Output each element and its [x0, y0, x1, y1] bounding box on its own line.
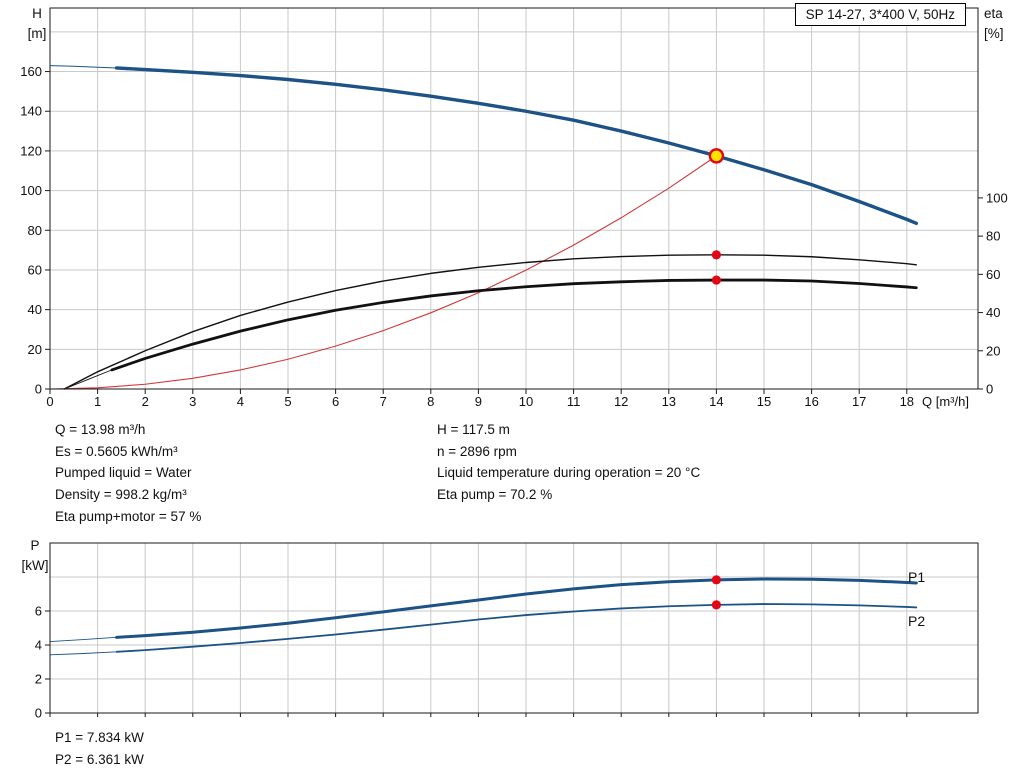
- tick-label: 100: [986, 190, 1008, 205]
- h-axis-label-line2: [m]: [27, 26, 47, 41]
- annotation-n: n = 2896 rpm: [437, 443, 517, 459]
- tick-label: 4: [35, 638, 42, 653]
- tick-label: 16: [804, 394, 818, 409]
- tick-label: 60: [28, 262, 42, 277]
- tick-label: 160: [20, 64, 42, 79]
- tick-label: 80: [28, 223, 42, 238]
- tick-label: 8: [427, 394, 434, 409]
- tick-label: 0: [46, 394, 53, 409]
- duty-point-marker: [708, 148, 725, 164]
- p2-marker: [711, 600, 722, 610]
- tick-label: 0: [35, 706, 42, 721]
- tick-label: 9: [475, 394, 482, 409]
- tick-label: 13: [662, 394, 676, 409]
- duty-annotations-right: H = 117.5 m n = 2896 rpm Liquid temperat…: [437, 419, 700, 506]
- eta-pump-motor-lead: [63, 369, 113, 390]
- eta-axis-label-line1: eta: [984, 6, 1003, 21]
- tick-label: 0: [35, 382, 42, 397]
- h-axis-label: H [m]: [22, 4, 52, 44]
- tick-label: 80: [986, 229, 1000, 244]
- duty-annotations-left: Q = 13.98 m³/h Es = 0.5605 kWh/m³ Pumped…: [55, 419, 201, 528]
- plot-border: [49, 542, 979, 714]
- annotation-density: Density = 998.2 kg/m³: [55, 487, 187, 503]
- tick-label: 14: [709, 394, 723, 409]
- p2-curve-lead: [49, 651, 118, 656]
- power-readout-p1: P1 = 7.834 kW: [55, 730, 144, 745]
- p-axis-label-line1: P: [30, 538, 40, 553]
- tick-label: 6: [35, 604, 42, 619]
- pump-curve-lead: [49, 65, 118, 69]
- series-label-p2: P2: [908, 613, 925, 629]
- tick-label: 140: [20, 104, 42, 119]
- tick-label: 7: [380, 394, 387, 409]
- tick-label: 40: [28, 302, 42, 317]
- p1-curve: [115, 577, 918, 639]
- tick-label: 12: [614, 394, 628, 409]
- annotation-eta-pump: Eta pump = 70.2 %: [437, 487, 553, 503]
- tick-label: 6: [332, 394, 339, 409]
- pump-curve: [114, 66, 919, 226]
- power-readout: P1 = 7.834 kW P2 = 6.361 kW: [55, 727, 144, 770]
- series-label-p1: P1: [908, 569, 925, 585]
- p2-curve: [115, 603, 918, 653]
- pq-chart: 0 2 4 6 P1 P2: [35, 542, 979, 721]
- tick-label: 3: [189, 394, 196, 409]
- system-curve: [49, 155, 717, 390]
- tick-label: 5: [284, 394, 291, 409]
- power-readout-p2: P2 = 6.361 kW: [55, 751, 144, 767]
- tick-label: 20: [28, 342, 42, 357]
- tick-label: 2: [142, 394, 149, 409]
- tick-label: 2: [35, 672, 42, 687]
- tick-label: 15: [757, 394, 771, 409]
- tick-label: 17: [852, 394, 866, 409]
- annotation-es: Es = 0.5605 kWh/m³: [55, 443, 178, 459]
- hq-chart: 0 1 2 3 4 5 6 7 8 9 10 11 12 13 14 15 16 17 18020406080100…: [20, 7, 1008, 409]
- tick-label: 4: [237, 394, 244, 409]
- tick-label: 60: [986, 267, 1000, 282]
- tick-label: 18: [900, 394, 914, 409]
- eta-pump-marker: [711, 250, 722, 260]
- tick-label: 100: [20, 183, 42, 198]
- eta-axis-label: eta [%]: [984, 4, 1020, 44]
- p1-marker: [711, 575, 722, 585]
- eta-pump-curve: [63, 254, 918, 390]
- annotation-liquid: Pumped liquid = Water: [55, 465, 192, 481]
- p-axis-label-line2: [kW]: [21, 558, 49, 573]
- annotation-q: Q = 13.98 m³/h: [55, 422, 146, 437]
- tick-label: 40: [986, 305, 1000, 320]
- tick-label: 1: [94, 394, 101, 409]
- eta-pump-motor-marker: [711, 275, 722, 285]
- annotation-temperature: Liquid temperature during operation = 20…: [437, 465, 701, 481]
- tick-label: 10: [519, 394, 533, 409]
- eta-pump-motor-curve: [110, 278, 918, 372]
- eta-axis-label-line2: [%]: [984, 26, 1004, 41]
- tick-label: 20: [986, 343, 1000, 358]
- tick-label: 120: [20, 143, 42, 158]
- plot-border: [49, 7, 979, 390]
- pump-model-label: SP 14-27, 3*400 V, 50Hz: [794, 3, 966, 26]
- h-axis-label-line1: H: [32, 6, 42, 21]
- p-axis-label: P [kW]: [18, 536, 52, 576]
- tick-label: 0: [986, 382, 993, 397]
- tick-label: 11: [567, 394, 581, 409]
- p1-curve-lead: [49, 636, 118, 643]
- annotation-h: H = 117.5 m: [437, 422, 510, 437]
- annotation-eta-pump-motor: Eta pump+motor = 57 %: [55, 508, 202, 524]
- x-axis-label: Q [m³/h]: [922, 394, 969, 409]
